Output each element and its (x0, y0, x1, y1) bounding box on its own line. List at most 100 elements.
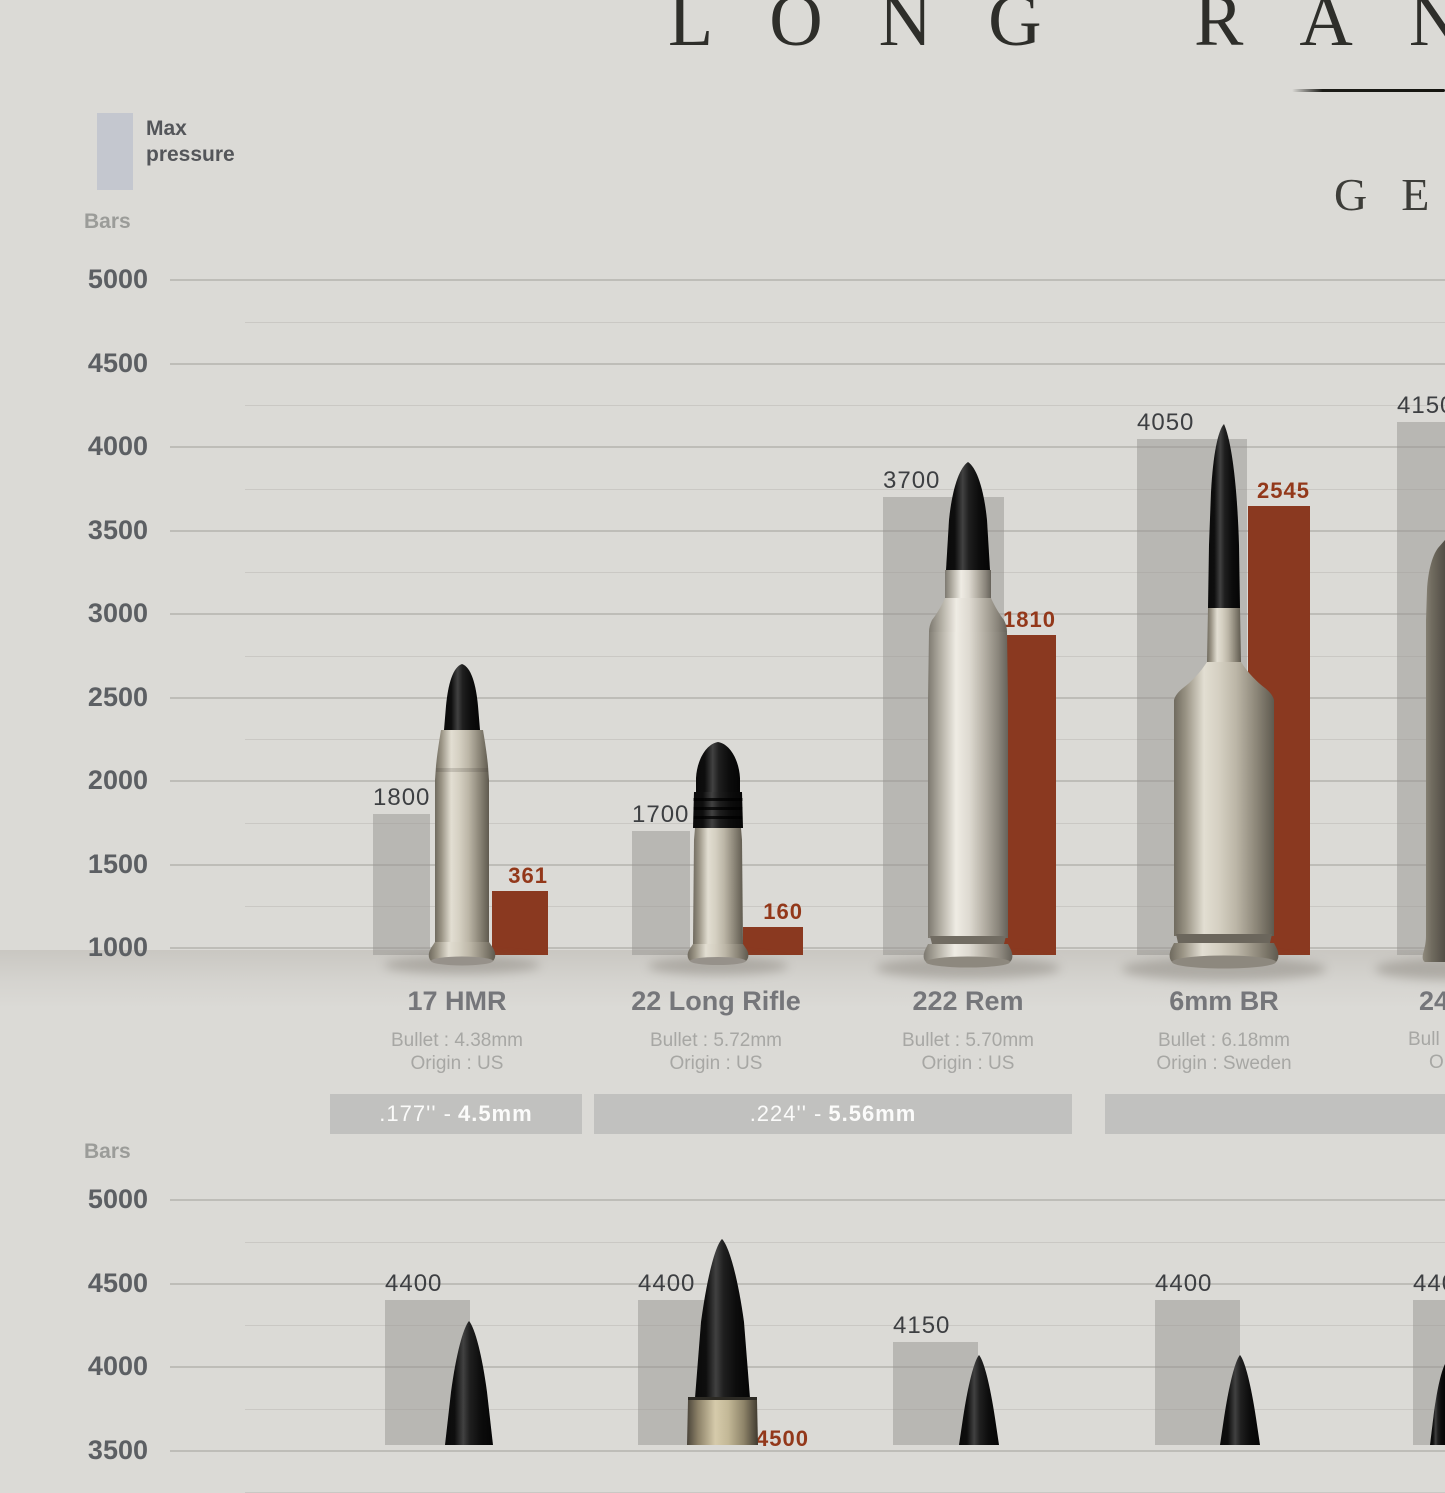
pressure-value-label: 4050 (1137, 408, 1195, 436)
legend-max-pressure-label: Max pressure (146, 116, 235, 168)
legend-label-line2: pressure (146, 143, 235, 166)
energy-value-label: 361 (508, 863, 548, 889)
legend-label-line1: Max (146, 117, 187, 140)
grid-minor-line (245, 572, 1445, 574)
pressure-bar (385, 1300, 470, 1445)
grid-major-line (170, 529, 1445, 532)
y-axis-tick-label: 3500 (87, 1434, 148, 1465)
grid-minor-line (245, 321, 1445, 323)
pressure-bar (883, 497, 1004, 955)
cartridge-illustration-17-hmr (428, 664, 496, 966)
grid-minor-line (245, 906, 1445, 908)
grid-major-line (170, 279, 1445, 281)
pressure-value-label: 4400 (638, 1270, 696, 1298)
pressure-bar (632, 831, 690, 955)
grid-major-line (170, 446, 1445, 448)
energy-bar (492, 891, 548, 955)
legend-max-pressure-swatch (97, 113, 133, 190)
energy-value-label: 1810 (1003, 607, 1056, 633)
caliber-band (1105, 1094, 1445, 1134)
pressure-bar (638, 1300, 723, 1445)
cartridge-bullet-spec: Bullet : 5.72mm (650, 1030, 782, 1051)
pressure-bar (893, 1341, 978, 1445)
grid-minor-line (245, 1408, 1445, 1410)
pressure-bar (1137, 438, 1247, 955)
grid-minor-line (245, 1241, 1445, 1243)
y-axis-tick-label: 1000 (87, 932, 148, 962)
pressure-bar (373, 814, 430, 955)
cartridge-bullet-spec: Bullet : 5.70mm (902, 1030, 1034, 1051)
pressure-value-label: 4400 (385, 1270, 443, 1298)
pressure-bar (1397, 421, 1445, 955)
pressure-value-label: 4150 (893, 1311, 951, 1339)
y-axis-tick-label: 1500 (87, 848, 148, 879)
energy-value-label: 4500 (756, 1426, 809, 1451)
pressure-value-label: 1700 (632, 801, 690, 829)
y-axis-tick-label: 5000 (87, 1184, 148, 1214)
energy-bar (1000, 635, 1056, 955)
poster-title-clip: LONG RAN (0, 0, 1445, 48)
energy-bar (1248, 505, 1310, 955)
poster-title: LONG RAN (668, 0, 1445, 48)
header-divider-rule (1292, 89, 1445, 92)
axis-unit-label: Bars (84, 1140, 131, 1163)
grid-minor-line (245, 739, 1445, 741)
grid-minor-line (245, 405, 1445, 407)
cartridge-origin-spec: Origin : US (921, 1053, 1015, 1074)
cartridge-bullet-spec: Bullet : 4.38mm (391, 1030, 523, 1051)
grid-major-line (170, 613, 1445, 615)
cartridge-name-label: 6mm BR (1169, 986, 1279, 1016)
caliber-band: .224'' - 5.56mm (594, 1094, 1072, 1134)
cartridge-name-label: 24 (1419, 986, 1445, 1016)
pressure-bar (1413, 1300, 1445, 1445)
y-axis-tick-label: 2000 (87, 765, 148, 795)
grid-major-line (170, 1282, 1445, 1285)
grid-minor-line (245, 822, 1445, 824)
pressure-value-label: 1800 (373, 784, 431, 812)
pressure-bar (1155, 1300, 1240, 1445)
cartridge-name-label: 22 Long Rifle (631, 986, 801, 1016)
energy-value-label: 160 (763, 898, 803, 924)
pressure-value-label: 4400 (1413, 1270, 1445, 1298)
grid-minor-line (245, 488, 1445, 490)
grid-major-line (170, 362, 1445, 365)
y-axis-tick-label: 5000 (87, 264, 148, 294)
caliber-band-prefix: .177'' - (379, 1101, 452, 1126)
section-heading: GE (1334, 169, 1429, 220)
pressure-value-label: 3700 (883, 467, 941, 495)
grid-major-line (170, 780, 1445, 782)
cartridge-origin-spec: Origin : US (410, 1053, 504, 1074)
cartridge-name-label: 222 Rem (912, 986, 1024, 1016)
y-axis-tick-label: 2500 (87, 681, 148, 712)
cartridge-origin-spec: O (1429, 1052, 1444, 1073)
grid-minor-line (245, 655, 1445, 657)
caliber-band-size: 5.56mm (828, 1101, 917, 1126)
y-axis-tick-label: 4000 (87, 1351, 148, 1381)
y-axis-tick-label: 4500 (87, 1267, 148, 1298)
cartridge-bullet-spec: Bullet : 6.18mm (1158, 1030, 1290, 1051)
pressure-value-label: 4150 (1397, 391, 1445, 419)
y-axis-tick-label: 4500 (87, 347, 148, 378)
energy-value-label: 2545 (1257, 477, 1310, 503)
cartridge-illustration-22-long-rifle (687, 742, 749, 965)
grid-major-line (170, 863, 1445, 866)
grid-minor-line (245, 1325, 1445, 1327)
caliber-band-size: 4.5mm (457, 1101, 533, 1126)
cartridge-origin-spec: Origin : US (669, 1053, 763, 1074)
pressure-value-label: 4400 (1155, 1270, 1213, 1298)
grid-major-line (170, 696, 1445, 699)
grid-major-line (170, 1366, 1445, 1368)
energy-bar (743, 926, 803, 955)
y-axis-tick-label: 4000 (87, 431, 148, 461)
axis-unit-label: Bars (84, 210, 131, 233)
y-axis-tick-label: 3000 (87, 598, 148, 628)
cartridge-name-label: 17 HMR (407, 986, 507, 1016)
y-axis-tick-label: 3500 (87, 514, 148, 545)
caliber-band-prefix: .224'' - (749, 1101, 823, 1126)
cartridge-bullet-spec: Bull (1408, 1029, 1440, 1050)
grid-major-line (170, 1199, 1445, 1201)
cartridge-origin-spec: Origin : Sweden (1156, 1053, 1292, 1074)
grid-major-line (170, 947, 1445, 949)
caliber-band: .177'' - 4.5mm (330, 1094, 582, 1134)
